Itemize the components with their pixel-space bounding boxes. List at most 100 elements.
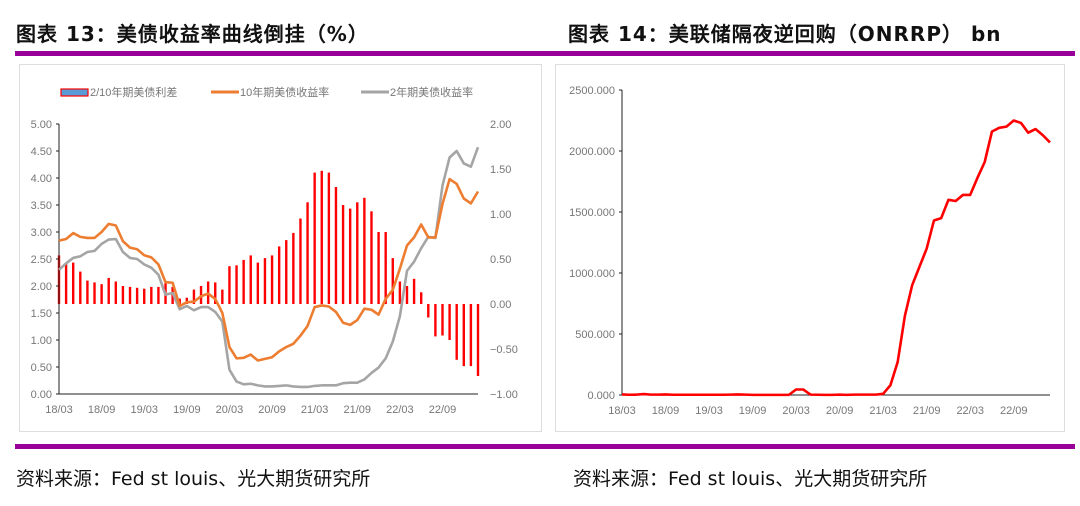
spread-bar: [377, 232, 380, 304]
onrrp-line: [621, 119, 1051, 397]
spread-bar: [441, 304, 444, 336]
spread-bar: [306, 202, 309, 304]
y-tick-label-right: −0.50: [490, 344, 518, 356]
top-divider: [15, 51, 1075, 56]
x-tick-label: 20/03: [782, 405, 810, 417]
spread-bar: [391, 258, 394, 304]
spread-bar: [405, 286, 409, 304]
chart-14-title: 图表 14：美联储隔夜逆回购（ONRRP） bn: [568, 22, 1002, 46]
spread-bar: [64, 263, 68, 304]
spread-bar: [185, 297, 189, 304]
y-tick-label-right: 2.00: [490, 119, 511, 131]
y-tick-label-left: 0.00: [31, 389, 52, 401]
chart-13-panel: 0.00 0.50 1.00 1.50 2.00 2.50 3.00 3.50 4.00 4.50…: [19, 64, 542, 432]
spread-bar: [285, 240, 288, 304]
y-tick-label-right: 0.50: [490, 254, 511, 266]
spread-bar: [363, 197, 366, 304]
spread-bar: [313, 172, 316, 304]
x-tick-label: 20/03: [216, 404, 244, 416]
spread-bar: [135, 287, 139, 304]
spread-bar: [86, 280, 89, 304]
spread-bar: [72, 262, 75, 304]
x-tick-label: 22/03: [386, 404, 414, 416]
x-tick-label: 20/09: [258, 404, 286, 416]
spread-bar: [292, 232, 295, 304]
yield-curve-chart: 0.00 0.50 1.00 1.50 2.00 2.50 3.00 3.50 4.00 4.50…: [31, 85, 518, 416]
y-tick-label: 500.000: [575, 329, 615, 341]
spread-bar: [114, 281, 118, 304]
spread-bar: [121, 286, 125, 304]
spread-bar: [100, 284, 103, 304]
x-tick-label: 19/03: [130, 404, 158, 416]
spread-bar: [370, 211, 373, 304]
x-tick-label: 18/03: [45, 404, 73, 416]
x-tick-label: 19/03: [695, 405, 723, 417]
x-tick-label: 19/09: [739, 405, 767, 417]
spread-bar: [348, 208, 352, 304]
spread-bar: [384, 232, 387, 304]
x-tick-label: 18/09: [652, 405, 680, 417]
x-tick-label: 18/03: [608, 405, 636, 417]
spread-bar: [235, 265, 238, 304]
spread-bar: [469, 304, 473, 367]
spread-bar: [192, 289, 196, 304]
spread-bar: [256, 262, 260, 304]
onrrp-chart: 0.000 500.000 1000.000 1500.000 2000.000 2500…: [569, 85, 1051, 417]
spread-bar: [128, 286, 132, 304]
spread-bar: [334, 187, 338, 304]
x-tick-label: 22/09: [1000, 405, 1028, 417]
bottom-divider: [15, 444, 1075, 449]
y-tick-label-left: 1.00: [31, 335, 52, 347]
spread-bar: [277, 246, 281, 304]
y-tick-label-left: 1.50: [31, 308, 52, 320]
source-right: 资料来源：Fed st louis、光大期货研究所: [573, 468, 928, 490]
y-tick-label-left: 2.00: [31, 281, 52, 293]
spread-bar: [249, 255, 252, 304]
spread-bar: [178, 298, 181, 304]
spread-bar: [455, 304, 458, 360]
y-tick-label: 0.000: [587, 390, 615, 402]
legend-label-2y: 2年期美债收益率: [390, 85, 473, 99]
y-tick-label-left: 2.50: [31, 254, 52, 266]
spread-bar: [157, 286, 160, 304]
y-tick-label-right: 1.00: [490, 209, 511, 221]
x-tick-label: 18/09: [88, 404, 116, 416]
spread-bar: [419, 292, 423, 304]
spread-bar: [150, 286, 153, 304]
y-tick-label-right: −1.00: [490, 389, 518, 401]
ten-year-yield-line: [58, 177, 480, 362]
y-tick-label: 2500.000: [569, 85, 615, 97]
spread-bar: [434, 304, 437, 337]
x-tick-label: 20/09: [826, 405, 854, 417]
x-tick-label: 21/09: [344, 404, 372, 416]
spread-bar: [221, 289, 224, 304]
spread-bar: [462, 304, 465, 367]
spread-bar: [214, 282, 217, 304]
two-year-yield-line: [58, 146, 480, 389]
spread-bar: [341, 205, 345, 304]
spread-bar: [270, 255, 274, 304]
y-tick-label: 2000.000: [569, 146, 615, 158]
legend-label-spread: 2/10年期美债利差: [90, 85, 177, 99]
y-tick-label-right: 1.50: [490, 164, 511, 176]
y-tick-label-left: 4.50: [31, 146, 52, 158]
chart-13-title: 图表 13：美债收益率曲线倒挂（%）: [16, 22, 369, 46]
y-tick-label: 1500.000: [569, 207, 615, 219]
y-tick-label-left: 3.50: [31, 200, 52, 212]
spread-bar: [93, 282, 96, 304]
x-tick-label: 22/03: [956, 405, 984, 417]
y-tick-label: 1000.000: [569, 268, 615, 280]
x-tick-label: 21/09: [913, 405, 941, 417]
y-tick-label-right: 0.00: [490, 299, 511, 311]
y-tick-label-left: 4.00: [31, 173, 52, 185]
y-tick-label-left: 5.00: [31, 119, 52, 131]
spread-bar: [448, 304, 451, 340]
spread-bar: [398, 281, 402, 304]
y-tick-label-left: 0.50: [31, 362, 52, 374]
source-left: 资料来源：Fed st louis、光大期货研究所: [16, 468, 371, 490]
spread-bar: [263, 258, 267, 304]
x-tick-label: 21/03: [301, 404, 329, 416]
spread-bar: [412, 278, 416, 304]
spread-bar: [143, 288, 146, 304]
spread-bar: [107, 277, 110, 304]
